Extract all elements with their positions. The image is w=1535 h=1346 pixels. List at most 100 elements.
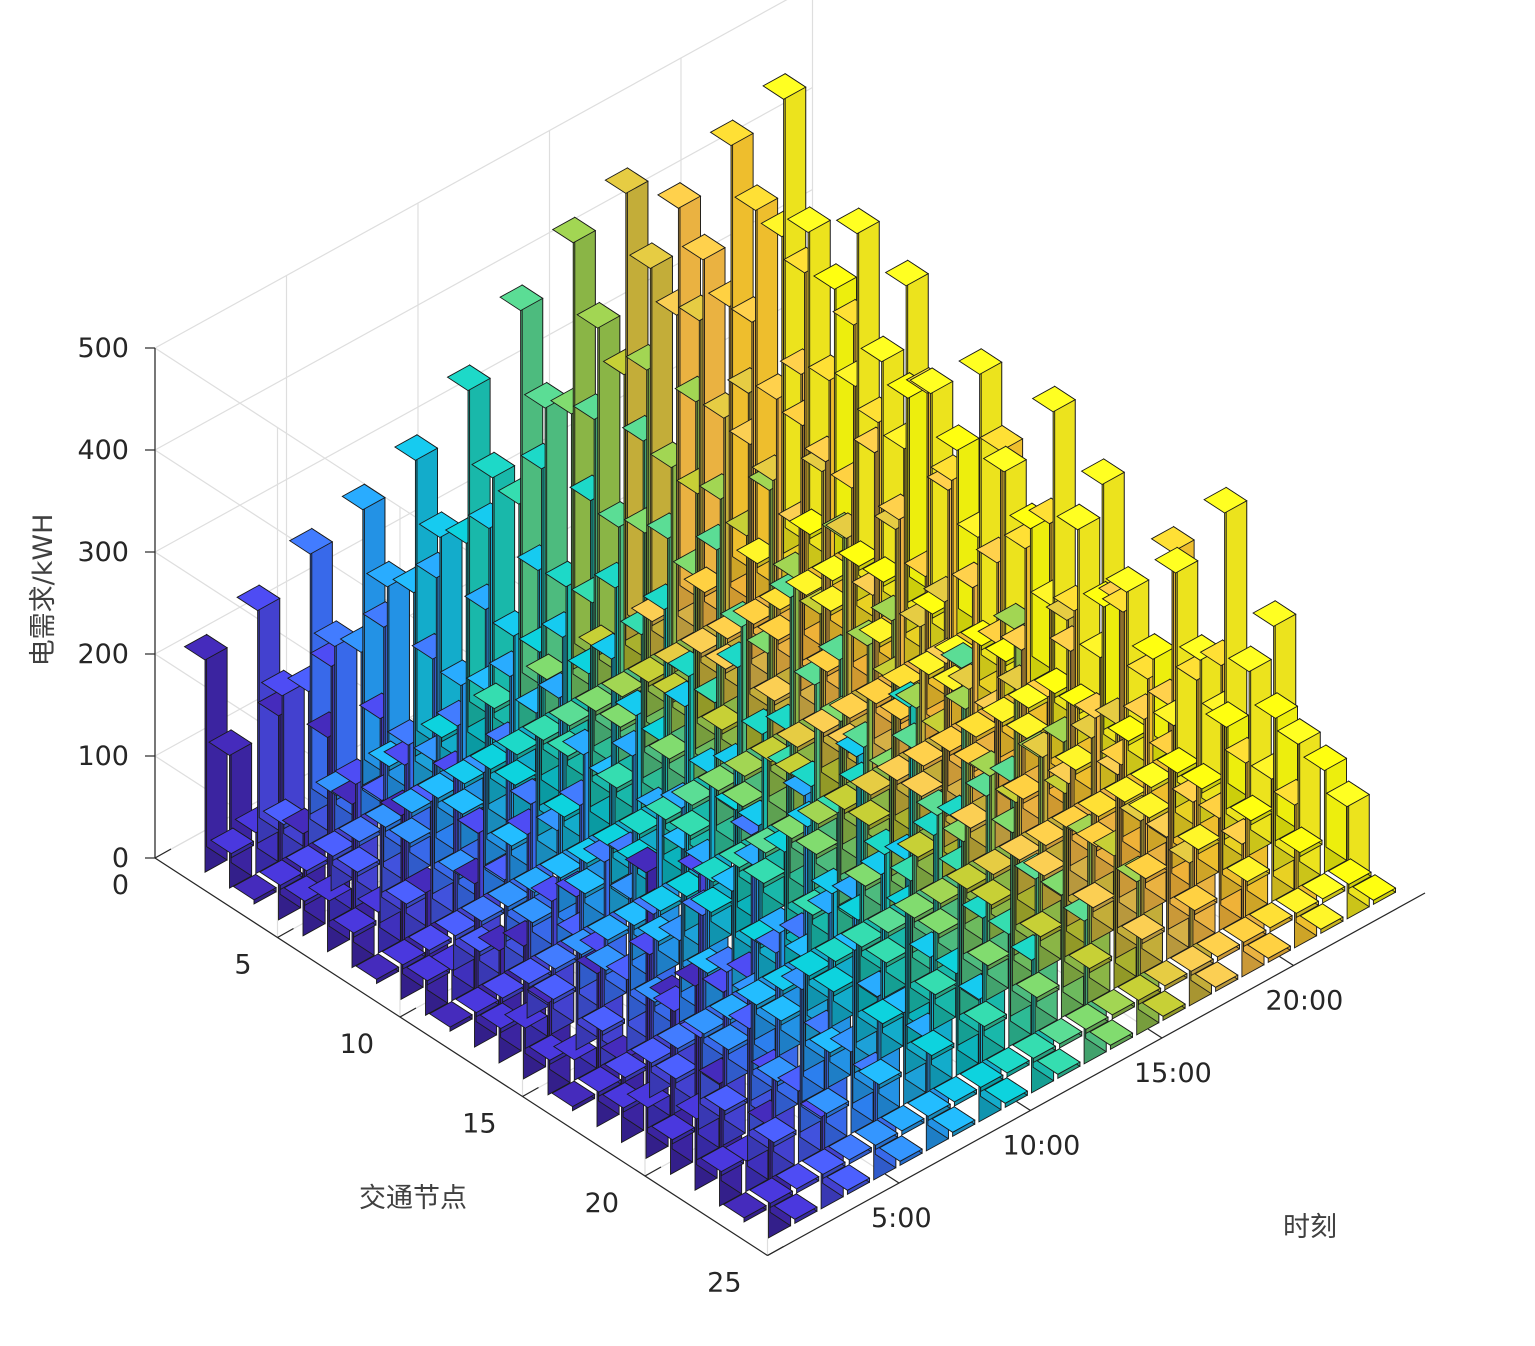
bar-node3-t3 (285, 844, 330, 876)
bar-node21-t10 (910, 1029, 955, 1061)
z-tick-label: 200 (77, 639, 129, 670)
bar-node21-t2 (699, 1145, 745, 1177)
bar-node21-t6 (805, 1087, 850, 1119)
bar-node24-t2 (773, 1192, 818, 1225)
bar-node23-t24 (1327, 858, 1372, 890)
bar-node3-t1 (232, 873, 277, 905)
bar-node23-t16 (1117, 974, 1162, 1006)
bar-node23-t15 (1090, 988, 1136, 1020)
node-tick (767, 1245, 784, 1257)
bar-node23-t8 (906, 1090, 952, 1122)
bar-node21-t8 (857, 1058, 903, 1090)
bar-node11-t1 (428, 1000, 473, 1032)
node-tick-label: 20 (585, 1188, 619, 1219)
bar-node9-t8 (563, 867, 609, 899)
bar-node8-t3 (407, 924, 453, 956)
bar-node3-t11 (495, 728, 540, 760)
bar-node24-t24 (1352, 873, 1397, 906)
node-tick-label: 5 (234, 950, 251, 981)
bar-node24-t14 (1089, 1018, 1134, 1051)
bar-node21-t20 (1173, 884, 1218, 916)
bar-node11-t9 (639, 884, 684, 916)
y-axis-label: 交通节点 (359, 1183, 467, 1214)
bar-node23-t19 (1196, 930, 1241, 962)
bar-node24-t4 (826, 1163, 871, 1196)
time-tick (1147, 1028, 1163, 1039)
bar-node24-t10 (983, 1076, 1029, 1109)
bar-node24-t12 (1036, 1047, 1081, 1080)
node-tick (399, 1007, 417, 1018)
bar-node23-t23 (1301, 872, 1346, 904)
bar-node21-t12 (962, 1000, 1008, 1032)
bar-node1-t15 (551, 216, 597, 670)
time-tick (1016, 1100, 1031, 1112)
bar-node23-t4 (801, 1148, 846, 1180)
bar-node4-t6 (388, 816, 433, 849)
bar-node17-t24 (1180, 762, 1225, 794)
bar-node16-t1 (551, 1080, 596, 1112)
time-tick (884, 1173, 900, 1184)
bar-node16-t12 (840, 920, 885, 952)
bar-node6-t2 (332, 906, 377, 938)
node-tick-label: 10 (340, 1029, 374, 1060)
bar-node23-t20 (1222, 916, 1267, 948)
bar-node8-t4 (434, 909, 479, 941)
axes-ticks: 0 100 200 300 400 500 0 5 10 15 20 25 5:00 10:00 15:00… (77, 333, 1426, 1299)
time-tick (1279, 955, 1294, 967)
bar-node14-t4 (581, 1004, 626, 1037)
bar-node24-t8 (931, 1105, 976, 1138)
bar-node21-t24 (1278, 826, 1323, 858)
bar-node21-t14 (1015, 971, 1060, 1003)
node-tick (644, 1166, 662, 1177)
bar-node11-t5 (533, 942, 579, 974)
bar-node8-t2 (381, 938, 426, 970)
bar-node17-t6 (707, 1023, 752, 1055)
bar-node24-t18 (1194, 960, 1239, 993)
bar-node23-t7 (880, 1104, 925, 1136)
bar-node8-t1 (355, 953, 400, 985)
bar-node23-t22 (1274, 887, 1320, 919)
bar-node9-t12 (668, 809, 714, 841)
bar-node23-t13 (1038, 1017, 1083, 1049)
node-tick-label: 0 (112, 870, 129, 901)
bar-node16-t2 (577, 1065, 622, 1097)
time-tick-label: 15:00 (1134, 1058, 1212, 1089)
bar-node23-t12 (1011, 1032, 1057, 1064)
bar-node3-t13 (548, 699, 593, 731)
node-tick (522, 1086, 539, 1098)
bar-node17-t23 (1154, 546, 1199, 809)
z-tick-label: 300 (77, 537, 129, 568)
bar-node11-t19 (902, 739, 947, 771)
z-tick-label: 400 (77, 435, 129, 466)
x-axis-label: 时刻 (1283, 1212, 1337, 1243)
node-axis-line (154, 857, 768, 1257)
z-axis-label: 电需求/kWH (28, 514, 59, 667)
bar-node16-t6 (682, 1007, 727, 1039)
bar-node19-t2 (650, 1113, 696, 1145)
bar-node3-t2 (258, 859, 304, 891)
time-tick-label: 10:00 (1003, 1131, 1081, 1162)
z-tick-label: 100 (77, 741, 129, 772)
bar-node24-t6 (878, 1134, 923, 1167)
bar-node24-t16 (1141, 989, 1186, 1022)
node-tick (154, 848, 172, 859)
bar-node23-t3 (775, 1162, 820, 1194)
bar-node23-t2 (748, 1177, 794, 1209)
z-tick-label: 500 (77, 333, 129, 364)
bar-node23-t9 (933, 1075, 978, 1107)
bar-node1-t2 (209, 827, 255, 859)
z-tick-label: 0 (112, 843, 129, 874)
bar-node19-t24 (1229, 794, 1274, 826)
bar-node19-t22 (1176, 823, 1222, 855)
node-tick-label: 25 (707, 1268, 741, 1299)
bar-node23-t11 (985, 1046, 1030, 1078)
bar-node23-t18 (1169, 945, 1215, 977)
bar-node12-t4 (532, 973, 577, 1005)
bar-node23-t5 (827, 1133, 873, 1165)
bar-node4-t4 (336, 845, 381, 878)
bar-node23-t10 (959, 1061, 1004, 1093)
bar-node19-t16 (1019, 910, 1064, 942)
bar-node11-t4 (507, 957, 552, 989)
